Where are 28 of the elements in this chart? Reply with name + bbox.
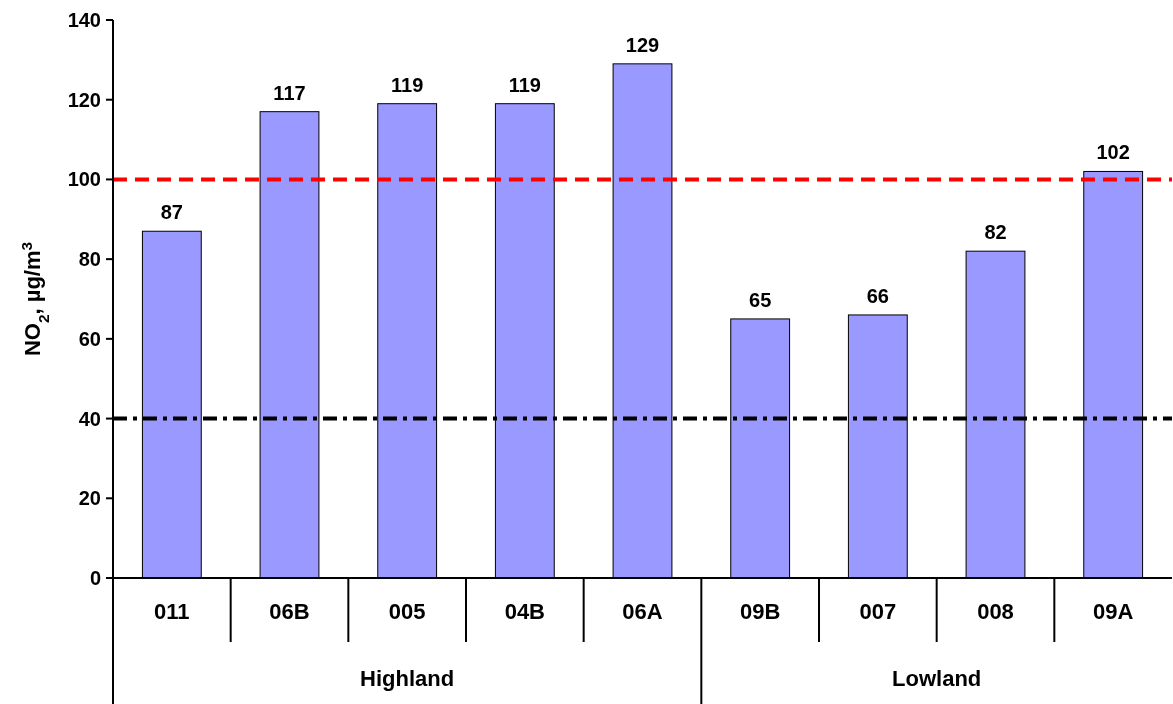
x-tick-label: 06A [622,598,663,624]
x-tick-label: 06B [269,598,310,624]
x-tick-label: 007 [859,598,897,624]
data-label: 119 [391,73,424,96]
y-tick-label: 120 [67,88,101,111]
data-label: 65 [749,288,772,311]
x-tick-label: 09B [739,598,781,624]
x-tick-label: 005 [388,598,426,624]
x-tick-label: 011 [154,598,190,624]
data-label: 66 [866,284,889,307]
data-label: 129 [625,33,660,56]
data-label: 87 [160,201,183,224]
text: Lowland [892,666,982,691]
y-tick-label: 20 [78,487,101,510]
text: Highland [360,666,455,691]
y-tick-label: 60 [78,327,101,350]
y-tick-label: 0 [89,567,101,589]
data-label: 117 [273,81,306,104]
x-tick-label: 04B [504,598,546,624]
x-tick-label: 008 [977,598,1014,624]
y-tick-label: 80 [78,248,101,271]
y-tick-label: 40 [78,407,101,430]
y-tick-label: 100 [67,168,101,191]
y-tick-label: 140 [67,9,101,31]
data-label: 82 [984,221,1007,244]
data-label: 102 [1096,141,1130,164]
data-label: 119 [508,73,541,96]
x-tick-label: 09A [1092,598,1134,624]
